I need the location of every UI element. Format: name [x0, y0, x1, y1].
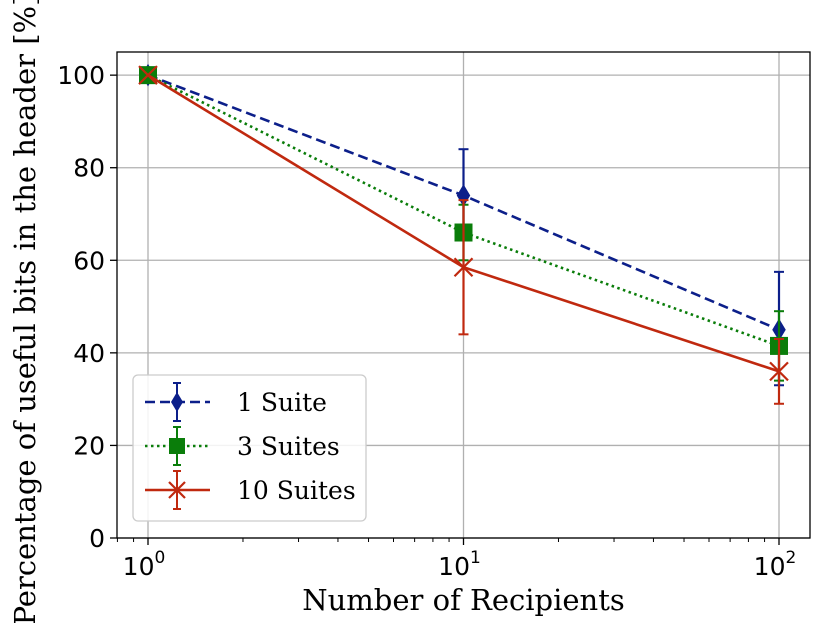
x-marker	[168, 481, 186, 499]
y-tick-label: 60	[73, 246, 105, 275]
y-tick-label: 0	[89, 524, 105, 553]
x-marker	[453, 257, 474, 278]
legend-item: 3 Suites	[145, 426, 340, 466]
legend-item: 1 Suite	[145, 382, 327, 422]
legend-label: 10 Suites	[237, 476, 356, 505]
legend-item: 10 Suites	[145, 470, 356, 510]
legend-box	[132, 374, 367, 522]
diamond-marker	[171, 392, 183, 412]
series-10-suites	[138, 65, 789, 405]
legend-label: 3 Suites	[237, 432, 340, 461]
x-tick-exponent: 1	[470, 548, 481, 568]
y-tick-label: 80	[73, 154, 105, 183]
x-tick-base: 10	[123, 552, 155, 581]
x-axis-label: Number of Recipients	[302, 583, 625, 617]
legend-label: 1 Suite	[237, 388, 327, 417]
series-layer	[138, 63, 789, 405]
x-marker	[769, 361, 789, 382]
x-tick-exponent: 0	[154, 548, 165, 568]
y-tick-label: 20	[73, 431, 105, 460]
x-tick-base: 10	[438, 552, 470, 581]
x-tick-label: 100	[123, 548, 166, 581]
legend: 1 Suite 3 Suites 10 Suites	[132, 374, 367, 522]
y-tick-label: 40	[73, 339, 105, 368]
x-marker	[138, 65, 158, 85]
x-tick-label: 101	[438, 548, 481, 581]
x-tick-base: 10	[754, 552, 786, 581]
series-line	[147, 73, 780, 348]
y-axis-label: Percentage of useful bits in the header …	[8, 0, 42, 623]
square-marker	[169, 438, 185, 454]
x-tick-label: 102	[754, 548, 797, 581]
y-tick-label: 100	[57, 61, 105, 90]
x-tick-exponent: 2	[785, 548, 796, 568]
